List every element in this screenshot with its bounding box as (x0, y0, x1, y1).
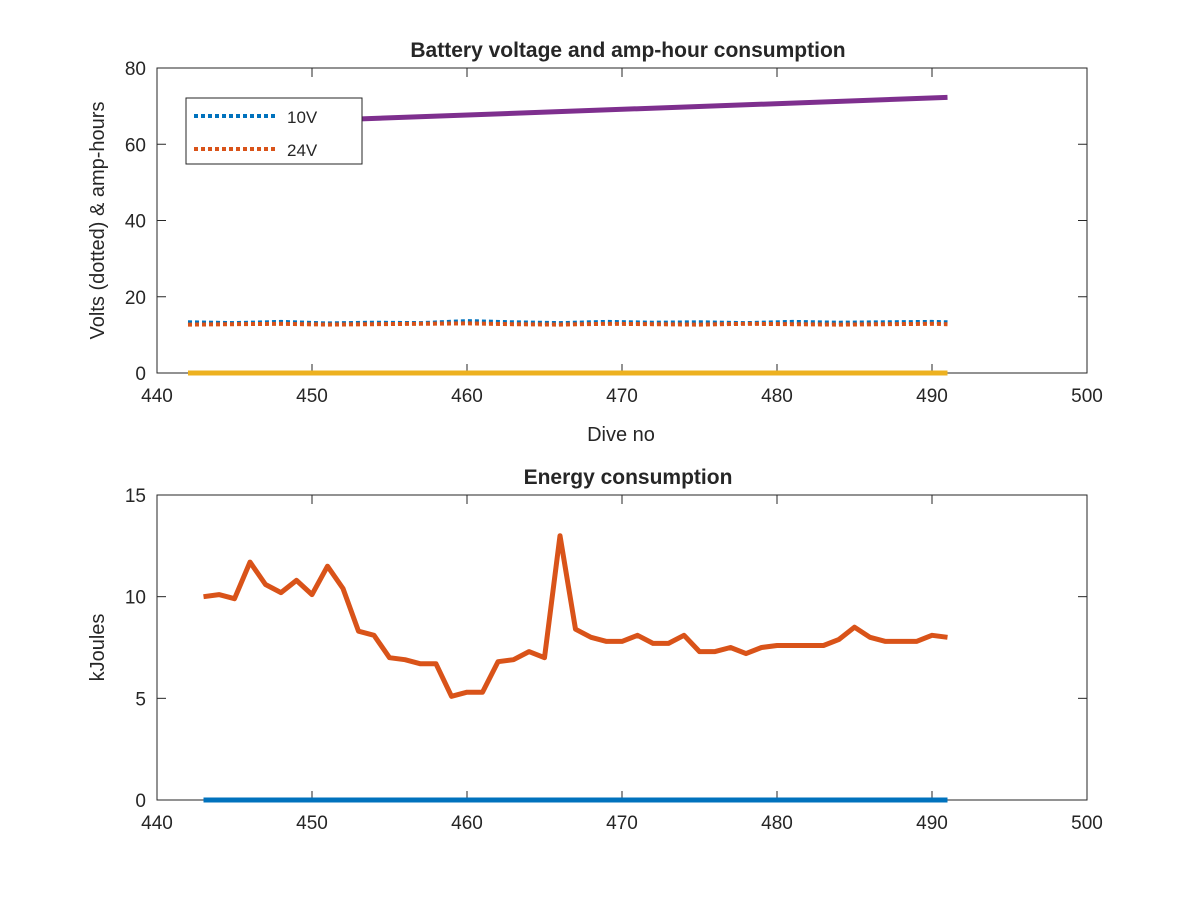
y-tick-label: 60 (125, 135, 146, 156)
x-tick-label: 500 (1071, 386, 1103, 407)
legend-label-24v: 24V (287, 141, 318, 160)
y-tick-label: 10 (125, 588, 146, 609)
energy-consumption-subplot: 440 450 460 470 480 490 500 0 5 10 15 Energy consum… (87, 466, 1103, 834)
x-tick-label: 450 (296, 386, 328, 407)
x-tick-label: 440 (141, 386, 173, 407)
y-axis-label: Volts (dotted) & amp-hours (87, 102, 109, 340)
y-axis-label: kJoules (87, 614, 109, 682)
x-axis-label: Dive no (587, 424, 655, 446)
x-tick-label: 470 (606, 386, 638, 407)
y-tick-label: 20 (125, 288, 146, 309)
y-tick-label: 80 (125, 59, 146, 80)
chart-title: Energy consumption (524, 466, 733, 489)
x-tick-label: 480 (761, 386, 793, 407)
y-tick-label: 40 (125, 212, 146, 233)
legend: 10V 24V (185, 97, 363, 165)
x-tick-label: 480 (761, 813, 793, 834)
y-tick-label: 0 (135, 791, 146, 812)
battery-voltage-subplot: 440 450 460 470 480 490 500 0 20 40 60 80 Battery vo… (87, 39, 1103, 446)
chart-title: Battery voltage and amp-hour consumption (410, 39, 845, 62)
y-tick-label: 0 (135, 364, 146, 385)
legend-box (185, 97, 363, 165)
x-tick-label: 460 (451, 386, 483, 407)
series-line-24v (187, 321, 948, 327)
series-line-energy-0 (203, 533, 948, 699)
x-tick-label: 450 (296, 813, 328, 834)
x-tick-label: 460 (451, 813, 483, 834)
y-tick-label: 15 (125, 486, 146, 507)
x-tick-label: 490 (916, 386, 948, 407)
x-tick-label: 500 (1071, 813, 1103, 834)
x-tick-label: 440 (141, 813, 173, 834)
x-tick-label: 470 (606, 813, 638, 834)
y-tick-label: 5 (135, 689, 146, 710)
legend-label-10v: 10V (287, 108, 318, 127)
axes-box (156, 494, 1088, 801)
x-tick-label: 490 (916, 813, 948, 834)
